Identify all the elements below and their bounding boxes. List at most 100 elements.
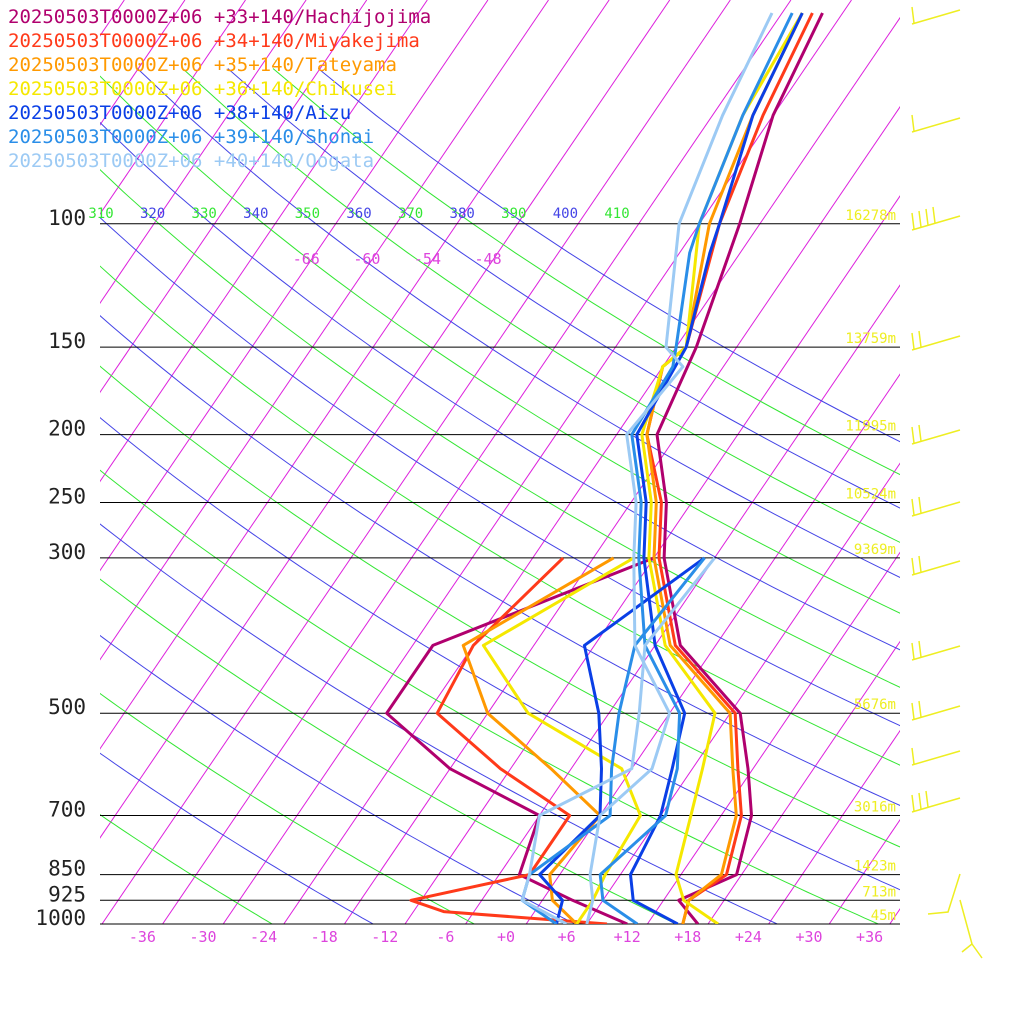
isotherm-line [646,551,900,924]
legend-entry: 20250503T0000Z+06 +34+140/Miyakejima [8,30,420,52]
theta-label: 310 [88,206,113,222]
theta-label: 320 [140,206,165,222]
dry-adiabat-line [100,578,677,924]
isotherm-line [283,16,900,924]
dewpoint-line [385,556,655,924]
temperature-tick-label: -30 [189,928,216,946]
dry-adiabat-line [100,814,273,924]
temperature-tick-label: -36 [129,928,156,946]
wind-barb [911,560,961,576]
height-label: 16278m [845,208,896,224]
wind-barb-flag [911,6,915,24]
wind-barb [927,873,961,915]
wind-barb [911,9,961,25]
dewpoint-line [481,556,642,924]
pressure-tick-label: 850 [48,857,86,881]
wind-barb-flag [918,555,922,573]
legend-entry: 20250503T0000Z+06 +40+140/Oogata [8,150,375,172]
pressure-tick-label: 150 [48,329,86,353]
dry-adiabat-line [100,634,576,924]
upper-isotherm-label: -48 [475,250,502,268]
theta-label: 350 [295,206,320,222]
dry-adiabat-line [100,752,374,924]
dry-adiabat-line [100,216,900,727]
wind-barb [911,501,961,517]
pressure-tick-label: 100 [48,206,86,230]
legend-entry: 20250503T0000Z+06 +33+140/Hachijojima [8,6,432,28]
temperature-line [655,12,824,924]
temperature-tick-label: +0 [497,928,515,946]
dry-adiabat-line [100,692,475,924]
wind-barb [911,750,961,766]
height-label: 11995m [845,419,896,435]
height-label: 45m [871,908,896,924]
dry-adiabat-grid [100,68,900,924]
temperature-tick-label: +24 [735,928,762,946]
wind-barb-flag [918,792,922,810]
wind-barb [911,117,961,133]
isotherm-line [768,729,900,924]
isotherm-line [343,106,900,924]
dry-adiabat-line [100,365,900,848]
wind-barb-flag [918,640,922,658]
isotherm-line [465,284,900,924]
pressure-tick-label: 925 [48,882,86,906]
temperature-line [629,12,804,924]
isotherm-line [100,0,489,572]
temperature-line [645,12,804,924]
theta-label: 380 [450,206,475,222]
pressure-tick-label: 200 [48,417,86,441]
theta-label: 340 [243,206,268,222]
height-label: 713m [862,884,896,900]
theta-label: 370 [398,206,423,222]
isotherm-line [100,0,307,305]
wind-barb [911,797,961,813]
isotherm-line [100,0,549,661]
legend-entry: 20250503T0000Z+06 +35+140/Tateyama [8,54,397,76]
wind-barb [911,429,961,445]
isotherm-line [162,0,792,924]
isotherm-line [100,0,368,394]
pressure-grid [100,223,900,925]
wind-barb-flag [911,114,915,132]
wind-barb-flag [918,330,922,348]
height-label: 9369m [854,542,896,558]
legend-entry: 20250503T0000Z+06 +39+140/Shonai [8,126,375,148]
legend: 20250503T0000Z+06 +33+140/Hachijojima 202… [8,5,431,173]
wind-barb-flag [918,424,922,442]
dry-adiabat-line [100,168,900,688]
theta-label: 330 [192,206,217,222]
dewpoint-line [520,556,716,924]
wind-barb-flag [911,794,915,812]
isotherm-line [1011,0,1024,924]
pressure-tick-label: 250 [48,484,86,508]
wind-barb [911,705,961,721]
wind-barb [911,215,961,231]
temperature-tick-label: +12 [614,928,641,946]
pressure-tick-label: 300 [48,540,86,564]
upper-isotherm-label: -60 [353,250,380,268]
temperature-line [585,12,774,924]
dry-adiabat-line [100,75,900,614]
temperature-tick-label: -6 [436,928,454,946]
pressure-tick-label: 700 [48,798,86,822]
dewpoint-line [538,556,706,924]
dry-adiabat-line [100,417,900,891]
upper-isotherm-label: -54 [414,250,441,268]
wind-barb-flag [918,700,922,718]
temperature-tick-label: -18 [311,928,338,946]
wind-barb [959,899,983,959]
temperature-tick-label: -24 [250,928,277,946]
legend-entry: 20250503T0000Z+06 +36+140/Chikusei [8,78,397,100]
height-label: 1423m [854,859,896,875]
temperature-tick-label: +36 [856,928,883,946]
wind-barb-flag [911,642,915,660]
wind-barb-flag [911,702,915,720]
dewpoint-line [409,556,608,924]
dry-adiabat-line [227,68,900,509]
series-lines [385,12,824,924]
wind-barb-flag [925,208,929,226]
wind-barb-flag [932,206,936,224]
